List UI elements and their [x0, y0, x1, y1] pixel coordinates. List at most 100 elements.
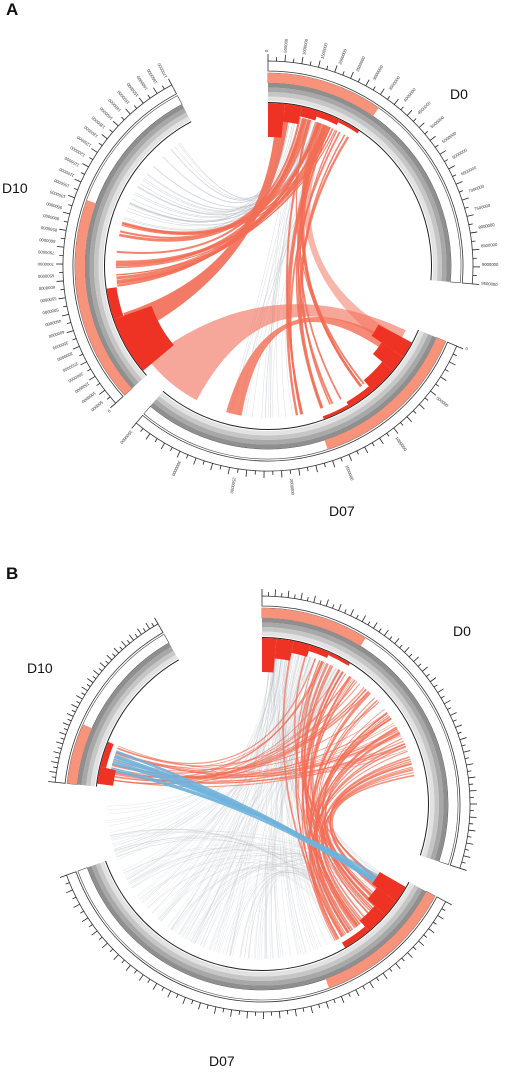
- tick-label: 4000000: [47, 330, 65, 340]
- tick-mark: [472, 248, 480, 251]
- tick-mark: [154, 438, 158, 443]
- tick-label: 1500000: [320, 42, 329, 60]
- link-red: [315, 712, 388, 927]
- tick-mark: [287, 590, 290, 598]
- tick-mark: [424, 131, 429, 135]
- tick-mark: [89, 157, 93, 160]
- tick-label: 3500000: [387, 75, 401, 92]
- tick-mark: [186, 454, 189, 459]
- tick-mark: [72, 346, 80, 350]
- tick-mark: [306, 467, 309, 472]
- tick-mark: [418, 122, 425, 128]
- panel-b: B D0 D10 D07: [0, 548, 510, 1077]
- tick-mark: [452, 719, 457, 722]
- highlight-band: [67, 724, 93, 785]
- tick-mark: [56, 246, 64, 248]
- link-gray: [124, 652, 294, 876]
- tick-mark: [73, 903, 80, 908]
- tick-mark: [376, 977, 380, 982]
- link-gray: [279, 652, 304, 954]
- tick-mark: [56, 741, 63, 745]
- link-gray: [140, 854, 373, 914]
- ideogram-band: [261, 595, 471, 869]
- link-red: [297, 665, 337, 941]
- link-red: [295, 660, 343, 937]
- tick-mark: [456, 345, 464, 350]
- tick-label: 1200000: [69, 145, 86, 158]
- tick-mark: [332, 604, 335, 609]
- tick-mark: [301, 56, 304, 64]
- link-blue: [113, 756, 390, 893]
- tick-mark: [378, 628, 382, 633]
- histogram-bar: [367, 887, 397, 916]
- track-band-3: [150, 335, 437, 449]
- ribbon-large: [148, 304, 406, 401]
- tick-mark: [452, 174, 457, 177]
- tick-mark: [457, 731, 462, 734]
- tick-mark: [319, 600, 322, 605]
- tick-label: 1000000: [301, 38, 309, 56]
- tick-label: 7000000: [468, 183, 486, 194]
- histogram-bar: [100, 741, 114, 769]
- tick-mark: [89, 375, 96, 381]
- tick-mark: [79, 353, 84, 357]
- link-gray: [300, 666, 348, 934]
- tick-mark: [66, 713, 74, 717]
- tick-mark: [66, 322, 72, 324]
- tick-mark: [142, 628, 146, 632]
- tick-mark: [68, 204, 73, 207]
- tick-label: 6500000: [37, 273, 54, 279]
- tick-mark: [430, 677, 437, 683]
- tick-mark: [362, 985, 366, 990]
- tick-mark: [432, 921, 437, 925]
- tick-mark: [326, 65, 329, 70]
- link-red: [289, 131, 341, 415]
- tick-mark: [112, 653, 116, 657]
- tick-mark: [379, 437, 384, 445]
- tick-mark: [333, 999, 336, 1004]
- tick-mark: [445, 901, 453, 906]
- tick-mark: [318, 1004, 321, 1009]
- segment-d10-b: [48, 617, 179, 787]
- tick-mark: [71, 709, 76, 713]
- track-band-2: [153, 333, 433, 445]
- track-band-0: [98, 116, 191, 380]
- tick-mark: [105, 660, 109, 664]
- tick-label: 7500000: [37, 249, 54, 255]
- tick-mark: [332, 460, 336, 468]
- histogram-bar: [372, 872, 406, 902]
- segment-d07-b: [59, 860, 453, 1019]
- histogram-bar: [328, 652, 350, 666]
- tick-mark: [91, 148, 98, 153]
- tick-mark: [455, 181, 463, 185]
- tick-mark: [466, 763, 474, 766]
- tick-mark: [279, 1011, 281, 1019]
- tick-mark: [82, 163, 89, 168]
- tick-mark: [60, 737, 65, 740]
- highlight-band: [262, 608, 366, 647]
- histogram-bar: [113, 306, 174, 371]
- tick-mark: [439, 150, 447, 155]
- tick-label: 1250000: [75, 134, 92, 148]
- segment-d0-b: [261, 589, 477, 871]
- tick-label: 2000000: [337, 48, 348, 66]
- tick-mark: [219, 465, 222, 470]
- tick-mark: [369, 981, 374, 989]
- tick-label: 1700000: [156, 62, 168, 79]
- tick-label: 2500000: [61, 361, 78, 373]
- tick-mark: [145, 622, 150, 630]
- tick-mark: [106, 396, 111, 400]
- tick-label: 9500000: [481, 281, 498, 287]
- tick-mark: [81, 686, 88, 692]
- link-red: [295, 126, 331, 409]
- tick-mark: [294, 594, 296, 599]
- tick-mark: [154, 617, 159, 625]
- tick-mark: [440, 695, 445, 699]
- tick-label: 9000000: [482, 262, 499, 267]
- tick-mark: [147, 979, 151, 983]
- tick-mark: [367, 621, 371, 626]
- tick-mark: [49, 771, 57, 773]
- tick-mark: [448, 165, 455, 170]
- tick-mark: [213, 1006, 217, 1014]
- tick-mark: [62, 305, 68, 308]
